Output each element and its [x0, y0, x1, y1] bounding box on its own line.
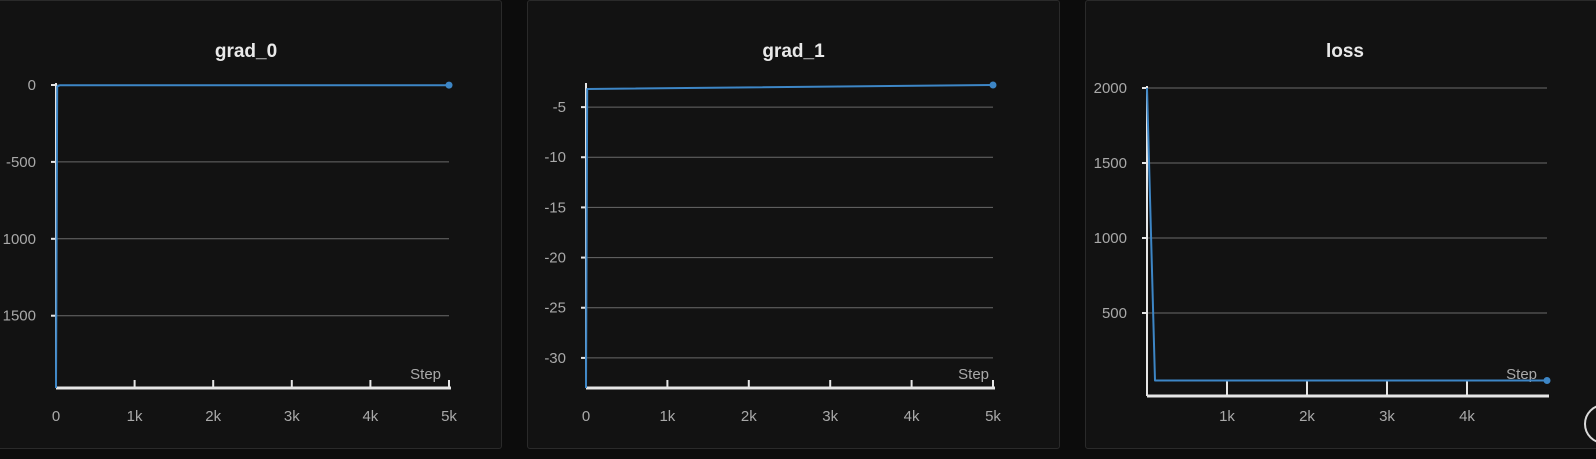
y-tick-label: 500: [1102, 305, 1127, 322]
chart-plot-grad-0: 0 -500 1000 1500 0 1k 2k 3k 4k 5k Step: [3, 77, 458, 425]
x-tick-label: 2k: [741, 408, 757, 425]
series-line: [55, 84, 449, 389]
y-tick-label: 0: [28, 77, 36, 94]
x-tick-label: 2k: [205, 408, 221, 425]
y-tick-label: -30: [544, 350, 566, 367]
chart-panel-loss: loss 2000 1500 1000 500 1k 2k 3k 4k Step: [1085, 0, 1596, 449]
x-tick-label: 5k: [441, 408, 457, 425]
x-tick-label: 1k: [1219, 408, 1235, 425]
x-tick-label: 1k: [127, 408, 143, 425]
x-tick-label: 0: [52, 408, 60, 425]
x-tick-label: 3k: [1379, 408, 1395, 425]
x-axis-label: Step: [958, 366, 989, 383]
x-tick-label: 5k: [985, 408, 1001, 425]
x-tick-label: 2k: [1299, 408, 1315, 425]
series-line: [585, 84, 994, 389]
chart-title: loss: [1325, 41, 1365, 62]
x-tick-label: 0: [582, 408, 590, 425]
y-tick-label: -25: [544, 300, 566, 317]
chart-title: grad_0: [214, 41, 278, 62]
chart-title: grad_1: [762, 41, 825, 62]
y-tick-label: -20: [544, 250, 566, 267]
x-tick-label: 4k: [904, 408, 920, 425]
x-tick-label: 3k: [822, 408, 838, 425]
y-tick-label: -10: [544, 149, 566, 166]
y-tick-label: 1000: [3, 231, 36, 248]
y-tick-label: -15: [544, 199, 566, 216]
x-tick-label: 4k: [1459, 408, 1475, 425]
x-tick-label: 1k: [659, 408, 675, 425]
series-endpoint[interactable]: [445, 81, 453, 89]
y-tick-label: 2000: [1094, 80, 1127, 97]
y-tick-label: 1500: [1094, 155, 1127, 172]
y-tick-label: -500: [6, 154, 36, 171]
chart-panel-grad-1: grad_1 -5 -10 -15 -20 -25 -30 0 1k 2k 3k 4k 5k Step: [527, 0, 1060, 449]
x-axis-label: Step: [410, 366, 441, 383]
y-tick-label: 1000: [1094, 230, 1127, 247]
chart-plot-grad-1: -5 -10 -15 -20 -25 -30 0 1k 2k 3k 4k 5k Step: [544, 81, 1001, 425]
y-tick-label: -5: [553, 99, 566, 116]
x-tick-label: 4k: [362, 408, 378, 425]
chart-panel-grad-0: grad_0 0 -500 1000 1500 0 1k 2k 3k 4k 5k Step: [0, 0, 502, 449]
x-axis-label: Step: [1506, 366, 1537, 383]
series-endpoint[interactable]: [1543, 377, 1551, 384]
series-endpoint[interactable]: [989, 81, 997, 89]
chart-plot-loss: 2000 1500 1000 500 1k 2k 3k 4k Step: [1094, 80, 1551, 425]
x-tick-label: 3k: [284, 408, 300, 425]
y-tick-label: 1500: [3, 308, 36, 325]
series-line: [1146, 87, 1547, 382]
